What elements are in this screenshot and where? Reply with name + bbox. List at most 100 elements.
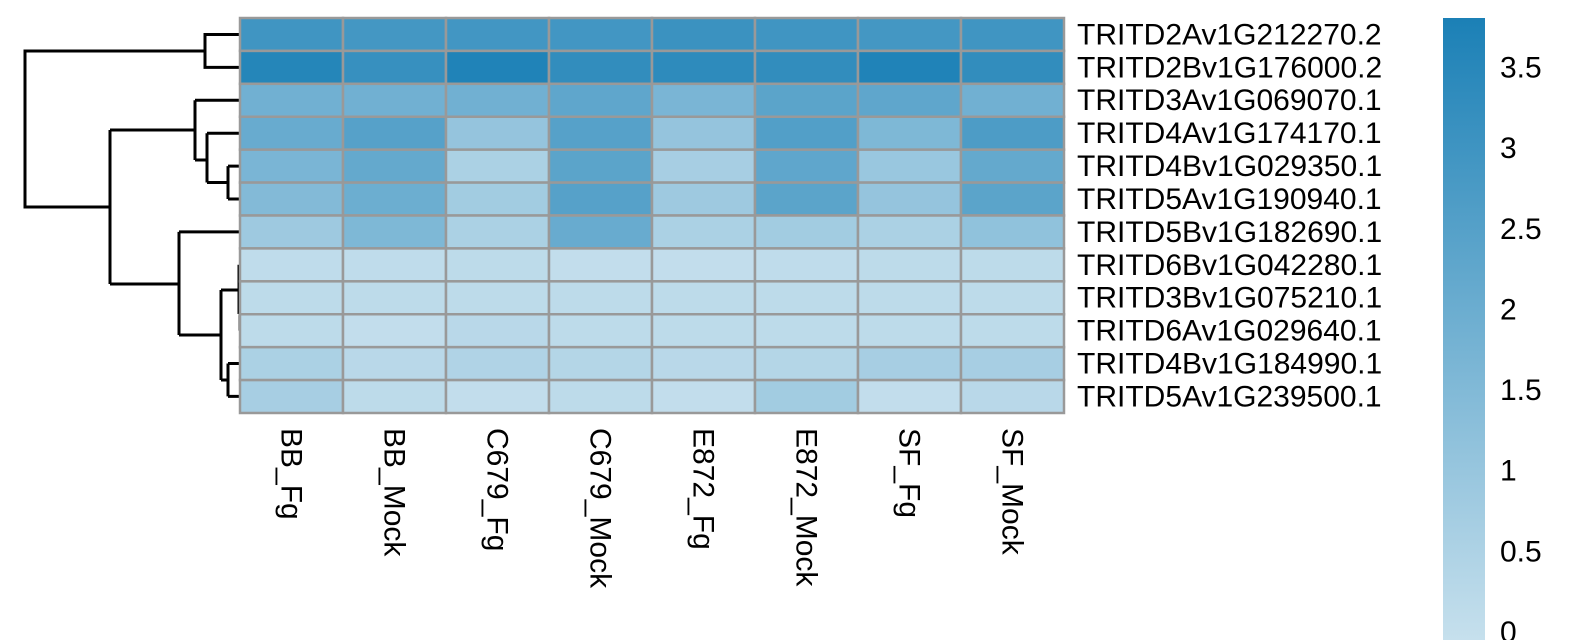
heatmap-cell	[856, 181, 963, 217]
heatmap-cell	[753, 82, 860, 119]
heatmap-cell	[650, 148, 757, 184]
heatmap-cell	[959, 49, 1066, 86]
heatmap-cell	[753, 214, 860, 250]
heatmap-cell	[753, 16, 860, 53]
heatmap-cell	[650, 181, 757, 217]
heatmap-cell	[959, 115, 1066, 151]
heatmap-cell	[238, 214, 345, 250]
heatmap-cell	[650, 313, 757, 349]
heatmap-cell	[341, 115, 448, 151]
heatmap-cell	[753, 345, 860, 382]
heatmap-cell	[856, 214, 963, 250]
heatmap-cell	[238, 148, 345, 184]
heatmap-cell	[238, 115, 345, 151]
heatmap-cell	[444, 313, 551, 349]
heatmap-cell	[650, 115, 757, 151]
heatmap-cell	[547, 247, 654, 283]
column-label: BB_Fg	[275, 428, 308, 520]
heatmap-cell	[444, 181, 551, 217]
heatmap-cell	[238, 378, 345, 415]
heatmap-cell	[238, 181, 345, 217]
heatmap-cell	[753, 313, 860, 349]
dendrogram	[23, 33, 242, 398]
row-label: TRITD3Bv1G075210.1	[1077, 282, 1382, 315]
colorbar-tick-label: 1.5	[1500, 374, 1542, 407]
heatmap-cell	[547, 148, 654, 184]
row-label: TRITD5Av1G239500.1	[1077, 380, 1382, 413]
heatmap-cell	[547, 49, 654, 86]
heatmap-cell	[753, 49, 860, 86]
heatmap-cell	[547, 214, 654, 250]
heatmap-cell	[444, 49, 551, 86]
heatmap-cell	[753, 378, 860, 415]
heatmap-cell	[650, 49, 757, 86]
heatmap-cell	[650, 345, 757, 382]
heatmap-cell	[547, 378, 654, 415]
heatmap-cell	[856, 82, 963, 119]
heatmap-cell	[856, 49, 963, 86]
colorbar-tick-label: 2	[1500, 293, 1517, 326]
heatmap-cell	[856, 16, 963, 53]
heatmap-cell	[238, 345, 345, 382]
heatmap-cell	[547, 313, 654, 349]
heatmap-cell	[959, 148, 1066, 184]
row-label: TRITD6Av1G029640.1	[1077, 315, 1382, 348]
column-label: SF_Fg	[893, 428, 926, 518]
heatmap-cell	[444, 82, 551, 119]
heatmap-cell	[856, 378, 963, 415]
column-label: C679_Mock	[584, 428, 617, 589]
heatmap-cell	[959, 345, 1066, 382]
heatmap-cell	[856, 247, 963, 283]
heatmap-cell	[547, 280, 654, 316]
heatmap-cell	[444, 345, 551, 382]
heatmap-cell	[856, 115, 963, 151]
row-label: TRITD3Av1G069070.1	[1077, 84, 1382, 117]
heatmap-cell	[856, 148, 963, 184]
row-label: TRITD2Av1G212270.2	[1077, 18, 1382, 51]
heatmap-cell	[650, 378, 757, 415]
heatmap-cell	[959, 214, 1066, 250]
heatmap-cell	[341, 345, 448, 382]
heatmap-cell	[444, 115, 551, 151]
heatmap-cell	[341, 214, 448, 250]
heatmap-cell	[238, 49, 345, 86]
colorbar-tick-label: 2.5	[1500, 213, 1542, 246]
heatmap-cell	[341, 280, 448, 316]
colorbar-tick-label: 0	[1500, 616, 1517, 640]
heatmap-cell	[444, 16, 551, 53]
heatmap-cell	[959, 280, 1066, 316]
heatmap-cell	[547, 82, 654, 119]
heatmap-cell	[341, 378, 448, 415]
heatmap-cell	[753, 247, 860, 283]
row-label: TRITD4Bv1G029350.1	[1077, 150, 1382, 183]
heatmap-cell	[444, 148, 551, 184]
heatmap-cell	[238, 247, 345, 283]
heatmap-cell	[959, 82, 1066, 119]
heatmap-cell	[650, 16, 757, 53]
heatmap-cell	[341, 181, 448, 217]
heatmap-cell	[341, 313, 448, 349]
heatmap-cell	[856, 280, 963, 316]
column-label: BB_Mock	[378, 428, 411, 557]
heatmap-cell	[547, 16, 654, 53]
colorbar-tick-label: 1	[1500, 455, 1517, 488]
heatmap-cell	[444, 214, 551, 250]
column-label: SF_Mock	[996, 428, 1029, 556]
heatmap-cell	[341, 148, 448, 184]
column-label: C679_Fg	[481, 428, 514, 551]
heatmap-cell	[547, 345, 654, 382]
heatmap-cell	[238, 16, 345, 53]
heatmap-cell	[650, 82, 757, 119]
heatmap-cell	[856, 345, 963, 382]
colorbar-tick-label: 0.5	[1500, 535, 1542, 568]
row-label: TRITD4Av1G174170.1	[1077, 117, 1382, 150]
heatmap-cell	[238, 313, 345, 349]
heatmap-cell	[444, 378, 551, 415]
row-label: TRITD6Bv1G042280.1	[1077, 249, 1382, 282]
heatmap-cell	[959, 313, 1066, 349]
heatmap-cell	[753, 181, 860, 217]
row-label: TRITD5Bv1G182690.1	[1077, 216, 1382, 249]
heatmap-cell	[753, 148, 860, 184]
